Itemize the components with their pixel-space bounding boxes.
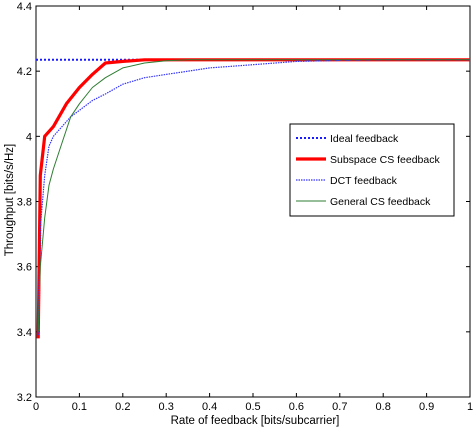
x-tick-label: 0.2 <box>115 401 130 413</box>
x-tick-label: 0.1 <box>72 401 87 413</box>
x-tick-label: 0.8 <box>376 401 391 413</box>
plot-area: 0 0.1 0.2 0.3 0.4 0.5 0.6 0.7 0.8 0.9 1 3.2 3.4 3.6 3.… <box>17 1 473 413</box>
legend: Ideal feedback Subspace CS feedback DCT fe… <box>289 123 455 217</box>
legend-label-subspace-cs-feedback: Subspace CS feedback <box>330 154 440 166</box>
legend-label-general-cs-feedback: General CS feedback <box>330 196 431 208</box>
x-tick-label: 0.5 <box>245 401 260 413</box>
x-tick-label: 0.9 <box>419 401 434 413</box>
x-tick-label: 0.6 <box>289 401 304 413</box>
y-tick-label: 4 <box>26 131 32 143</box>
x-tick-label: 0.7 <box>332 401 347 413</box>
y-tick-label: 3.8 <box>17 197 32 209</box>
series-line-dct-feedback <box>37 59 470 336</box>
y-tick-label: 4.4 <box>17 1 32 13</box>
x-tick-label: 0.4 <box>202 401 217 413</box>
x-tick-label: 1 <box>467 401 473 413</box>
y-tick-label: 3.6 <box>17 262 32 274</box>
x-axis-label: Rate of feedback [bits/subcarrier] <box>171 415 340 427</box>
y-tick-label: 3.4 <box>17 327 32 339</box>
x-tick-label: 0 <box>33 401 39 413</box>
legend-label-ideal-feedback: Ideal feedback <box>330 133 399 145</box>
y-tick-label: 4.2 <box>17 66 32 78</box>
series-line-general-cs-feedback <box>37 59 470 332</box>
y-axis-label: Throughput [bits/s/Hz] <box>4 144 16 257</box>
x-tick-label: 0.3 <box>159 401 174 413</box>
legend-label-dct-feedback: DCT feedback <box>330 175 398 187</box>
y-tick-label: 3.2 <box>17 392 32 404</box>
